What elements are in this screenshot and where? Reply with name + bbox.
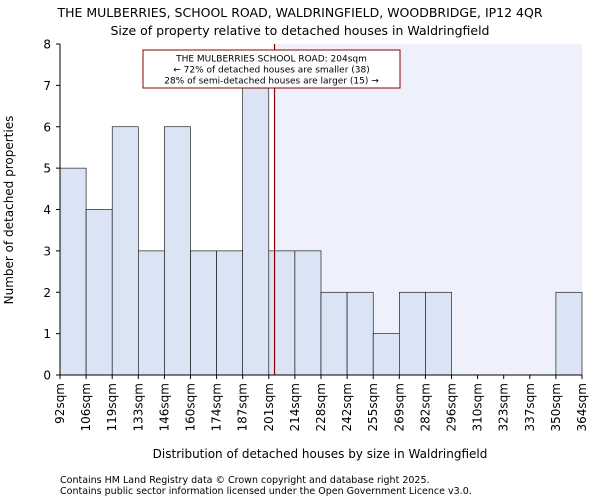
bar-146sqm xyxy=(164,126,191,376)
bar-255sqm xyxy=(372,333,400,376)
x-tick-label-214sqm: 214sqm xyxy=(288,383,302,431)
x-tick-label-282sqm: 282sqm xyxy=(418,383,432,431)
x-tick-label-106sqm: 106sqm xyxy=(79,383,93,431)
bar-119sqm xyxy=(111,126,139,376)
bar-201sqm xyxy=(268,250,296,376)
x-tick-label-296sqm: 296sqm xyxy=(445,383,459,431)
y-tick-label: 0 xyxy=(43,369,51,383)
y-tick-label: 7 xyxy=(43,79,51,93)
y-tick-label: 6 xyxy=(43,120,51,134)
bar-106sqm xyxy=(85,209,113,376)
x-tick-label-269sqm: 269sqm xyxy=(392,383,406,431)
x-tick-label-242sqm: 242sqm xyxy=(340,383,354,431)
chart-title: THE MULBERRIES, SCHOOL ROAD, WALDRINGFIE… xyxy=(56,5,542,20)
y-tick-label: 8 xyxy=(43,38,51,52)
footer-line-1: Contains HM Land Registry data © Crown c… xyxy=(60,475,430,486)
x-tick-label-350sqm: 350sqm xyxy=(549,383,563,431)
annotation-line-2: ← 72% of detached houses are smaller (38… xyxy=(173,66,370,76)
footer-line-2: Contains public sector information licen… xyxy=(60,486,472,497)
bar-133sqm xyxy=(138,250,165,376)
x-tick-label-364sqm: 364sqm xyxy=(575,383,589,431)
y-tick-label: 3 xyxy=(43,244,51,258)
x-tick-label-337sqm: 337sqm xyxy=(523,383,537,431)
bar-92sqm xyxy=(59,167,87,376)
x-tick-label-146sqm: 146sqm xyxy=(157,383,171,431)
x-tick-label-133sqm: 133sqm xyxy=(131,383,145,431)
annotation-line-1: THE MULBERRIES SCHOOL ROAD: 204sqm xyxy=(175,55,367,65)
y-tick-label: 1 xyxy=(43,327,51,341)
bar-269sqm xyxy=(398,291,426,376)
y-axis-label: Number of detached properties xyxy=(2,116,16,305)
bar-160sqm xyxy=(190,250,217,376)
x-tick-label-119sqm: 119sqm xyxy=(105,383,119,431)
x-tick-label-187sqm: 187sqm xyxy=(236,383,250,431)
bar-214sqm xyxy=(294,250,322,376)
x-tick-label-255sqm: 255sqm xyxy=(366,383,380,431)
x-tick-label-160sqm: 160sqm xyxy=(184,383,198,431)
x-tick-label-228sqm: 228sqm xyxy=(314,383,328,431)
chart-subtitle: Size of property relative to detached ho… xyxy=(111,23,490,38)
x-tick-label-201sqm: 201sqm xyxy=(262,383,276,431)
y-tick-label: 2 xyxy=(43,286,51,300)
annotation-line-3: 28% of semi-detached houses are larger (… xyxy=(164,77,379,87)
bar-174sqm xyxy=(216,250,244,376)
annotation-box xyxy=(142,49,401,89)
bar-350sqm xyxy=(555,291,583,376)
y-tick-label: 4 xyxy=(43,203,51,217)
x-tick-label-310sqm: 310sqm xyxy=(471,383,485,431)
x-tick-label-323sqm: 323sqm xyxy=(497,383,511,431)
bar-282sqm xyxy=(425,291,452,376)
x-tick-label-92sqm: 92sqm xyxy=(53,383,67,424)
bar-228sqm xyxy=(320,291,348,376)
bar-242sqm xyxy=(346,291,374,376)
y-tick-label: 5 xyxy=(43,162,51,176)
x-axis-label: Distribution of detached houses by size … xyxy=(153,447,488,461)
bar-187sqm xyxy=(242,85,270,376)
x-tick-label-174sqm: 174sqm xyxy=(210,383,224,431)
